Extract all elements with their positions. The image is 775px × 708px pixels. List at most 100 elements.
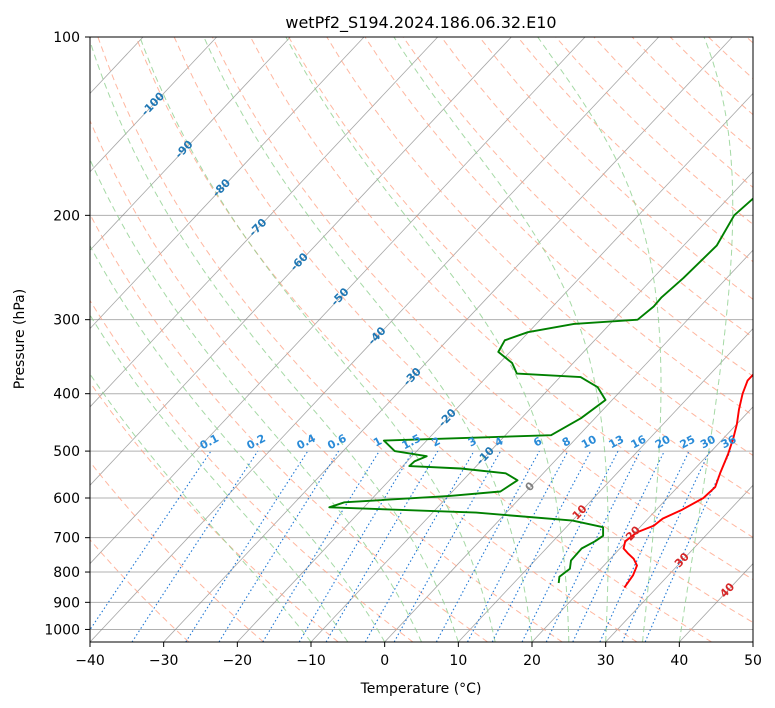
dry-adiabat [288,37,753,497]
x-tick-label: 40 [670,653,688,669]
mixing-ratio-line [599,450,690,642]
isotherm-line [458,327,753,642]
mixing-ratio-label: 16 [629,433,649,452]
isotherm-line [752,641,753,642]
mixing-ratio-label: 30 [698,433,718,452]
dry-adiabat [593,37,753,189]
dry-adiabat [517,37,753,263]
moist-adiabat [285,37,570,642]
moist-adiabat [90,39,459,642]
mixing-ratio-label: 1 [371,434,384,449]
mixing-ratio-label: 0.4 [295,432,319,453]
dry-adiabat [90,213,488,642]
moist-adiabat [90,314,349,642]
moist-adiabat [139,37,496,642]
y-tick-label: 400 [53,387,80,403]
mixing-ratio-line [90,450,212,631]
isotherm-line [90,37,217,173]
mixing-ratio-label: 36 [719,432,739,451]
isotherm-line [90,37,586,565]
isotherm-line [163,37,733,642]
mixing-ratio-line [545,450,641,642]
dry-adiabat [669,37,753,116]
y-tick-label: 800 [53,565,80,581]
temperature-profile [622,373,753,589]
mixing-ratio-line [218,450,340,642]
mixing-ratio-label: 13 [607,433,627,452]
dry-adiabat [211,37,753,581]
dry-adiabat [326,37,753,457]
inline-labels: -100-90-80-70-60-50-40-30-20-10010203040… [139,89,739,600]
isotherm-line [384,249,753,642]
dry-adiabat [746,37,753,44]
dewpoint-profile [328,197,753,584]
dry-adiabat [135,37,712,642]
y-axis: 100 200 300 400 500 600 700 800 900 1000 [44,30,90,638]
isotherm-line [90,37,291,251]
mixing-ratio-label: 8 [560,434,573,449]
x-axis: −40 −30 −20 −10 0 10 20 30 40 50 [75,642,762,669]
x-axis-label: Temperature (°C) [360,681,482,697]
mixing-ratio-line [393,450,502,642]
dry-adiabat [555,37,753,225]
mixing-ratio-line [131,450,259,642]
y-tick-label: 900 [53,595,80,611]
y-tick-label: 1000 [44,622,80,638]
dry-adiabat [402,37,753,377]
mixing-ratio-line [435,450,540,642]
isotherm-line [90,37,365,330]
mixing-ratio-line [185,450,309,642]
mixing-ratio-label: 25 [678,433,698,452]
moist-adiabat [393,37,609,642]
x-tick-label: −30 [149,653,179,669]
mixing-ratio-label: 0.2 [245,432,268,453]
dry-adiabat [90,299,414,642]
x-tick-label: 20 [523,653,541,669]
mixing-ratio-label: 20 [653,433,673,452]
dry-adiabat [90,461,264,642]
mixing-ratio-label: 10 [579,433,599,452]
chart-title: wetPf2_S194.2024.186.06.32.E10 [285,13,556,33]
x-tick-label: 0 [380,653,389,669]
isotherm-line [90,37,659,642]
plot-frame [89,36,754,643]
moist-adiabat [537,37,662,642]
x-tick-label: −40 [75,653,105,669]
dry-adiabat [90,539,190,642]
dry-adiabat [90,119,563,642]
y-tick-label: 200 [53,208,80,224]
dry-adiabat [708,37,753,80]
dry-adiabat [97,37,638,642]
moist-adiabat [203,37,533,642]
isotherm-line [310,171,753,642]
dry-adiabat [173,37,753,624]
mixing-ratio-line [364,450,475,642]
y-axis-label: Pressure (hPa) [12,289,28,389]
isotherm-line [237,92,753,642]
x-tick-label: 50 [744,653,762,669]
x-tick-label: 10 [449,653,467,669]
moist-adiabat [678,37,734,642]
y-tick-label: 500 [53,444,80,460]
dry-adiabat [250,37,753,538]
mixing-ratio-line [621,450,711,642]
dry-adiabat [631,37,753,152]
x-tick-label: −10 [296,653,326,669]
x-tick-label: 30 [597,653,615,669]
mixing-ratio-label: 0.1 [198,432,221,453]
x-tick-label: −20 [223,653,253,669]
moist-adiabat [90,373,312,642]
mixing-ratio-line [644,450,731,642]
isotherm-line [0,37,69,642]
y-tick-label: 300 [53,313,80,329]
mixing-ratio-line [325,450,439,642]
mixing-ratio-line [262,450,380,642]
mixing-ratio-line [521,450,619,642]
y-tick-label: 700 [53,531,80,547]
mixing-ratio-label: 1.5 [400,432,423,453]
isotherm-line [90,37,512,486]
isotherm-line [605,484,753,642]
moist-adiabat [90,244,386,642]
background-lines [0,37,753,642]
